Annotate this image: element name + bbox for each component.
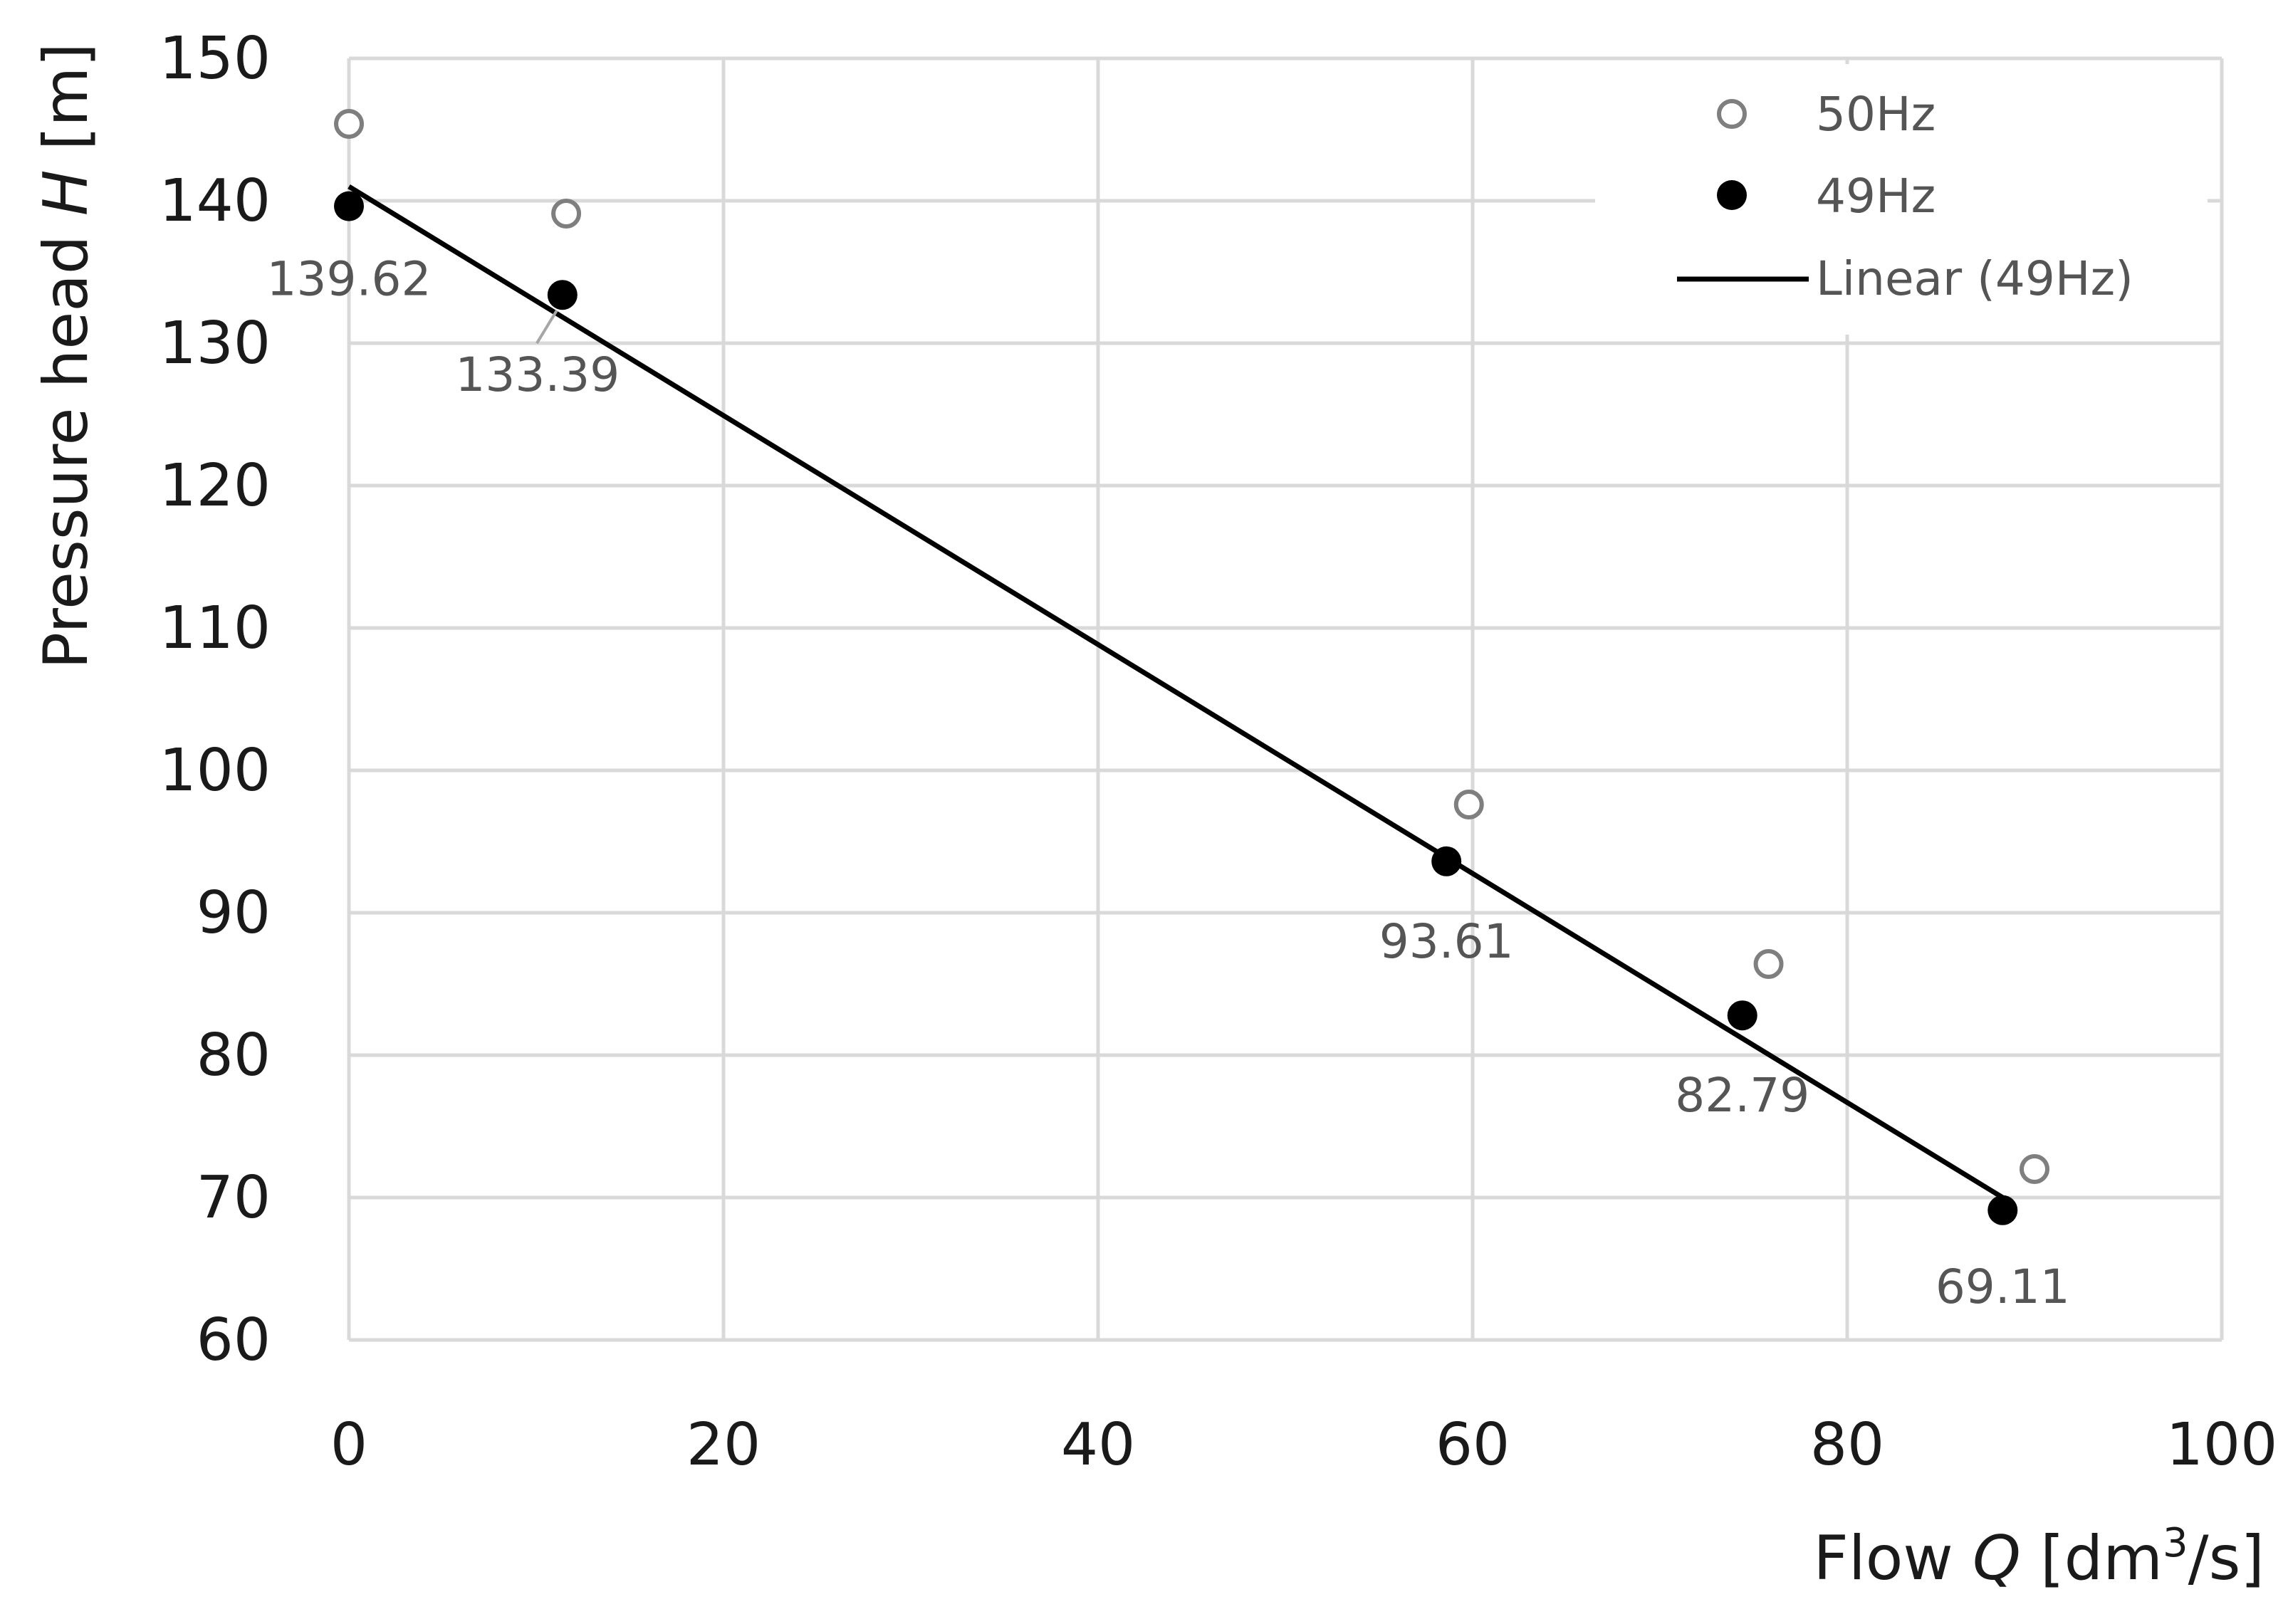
data-label-49hz-1: 133.39 — [455, 347, 620, 402]
point-50hz-3 — [1753, 949, 1784, 979]
data-label-49hz-2: 93.61 — [1379, 914, 1514, 969]
x-tick-label-20: 20 — [686, 1411, 761, 1479]
leader-line-133-39 — [536, 310, 558, 345]
y-tick-labels: 60 70 80 90 100 110 120 130 140 150 — [159, 25, 271, 1374]
data-labels: 139.62 133.39 93.61 82.79 69.11 — [267, 252, 2070, 1314]
y-tick-label-90: 90 — [197, 879, 271, 947]
y-tick-label-150: 150 — [159, 25, 271, 93]
data-points — [334, 109, 2049, 1225]
point-49hz-0 — [334, 191, 364, 221]
y-axis-title: Pressure head H [m] — [31, 43, 102, 669]
data-label-49hz-3: 82.79 — [1675, 1068, 1809, 1123]
y-tick-label-100: 100 — [159, 737, 271, 805]
grid — [347, 56, 2224, 1342]
x-axis-title: Flow Q [dm3/s] — [1813, 1520, 2265, 1594]
legend-label-50hz: 50Hz — [1816, 87, 1936, 142]
legend-label-49hz: 49Hz — [1816, 169, 1936, 224]
x-tick-label-100: 100 — [2166, 1411, 2278, 1479]
legend: 50Hz 49Hz Linear (49Hz) — [1595, 64, 2208, 335]
point-49hz-3 — [1727, 1000, 1757, 1031]
point-49hz-4 — [1987, 1195, 2018, 1225]
data-label-49hz-0: 139.62 — [267, 252, 432, 307]
x-tick-label-80: 80 — [1810, 1411, 1884, 1479]
y-tick-label-120: 120 — [159, 452, 271, 520]
y-tick-label-140: 140 — [159, 167, 271, 235]
y-tick-label-130: 130 — [159, 310, 271, 377]
x-tick-label-40: 40 — [1061, 1411, 1135, 1479]
point-50hz-1 — [551, 199, 582, 229]
point-50hz-0 — [334, 109, 364, 139]
x-tick-labels: 0 20 40 60 80 100 — [330, 1411, 2277, 1479]
legend-background — [1595, 64, 2208, 335]
data-label-49hz-4: 69.11 — [1936, 1259, 2070, 1314]
point-50hz-2 — [1453, 790, 1484, 819]
x-tick-label-0: 0 — [330, 1411, 367, 1479]
point-49hz-1 — [547, 280, 578, 310]
trendline-layer — [348, 184, 2005, 1200]
point-50hz-4 — [2020, 1154, 2049, 1184]
trendline-linear-49hz — [348, 184, 2005, 1200]
legend-label-linear: Linear (49Hz) — [1816, 251, 2133, 306]
y-tick-label-80: 80 — [197, 1022, 271, 1089]
point-49hz-2 — [1431, 846, 1462, 876]
x-tick-label-60: 60 — [1436, 1411, 1510, 1479]
y-tick-label-110: 110 — [159, 594, 271, 662]
legend-marker-50hz — [1717, 99, 1747, 129]
legend-marker-49hz — [1717, 180, 1747, 210]
y-tick-label-70: 70 — [197, 1164, 271, 1232]
y-tick-label-60: 60 — [197, 1306, 271, 1374]
